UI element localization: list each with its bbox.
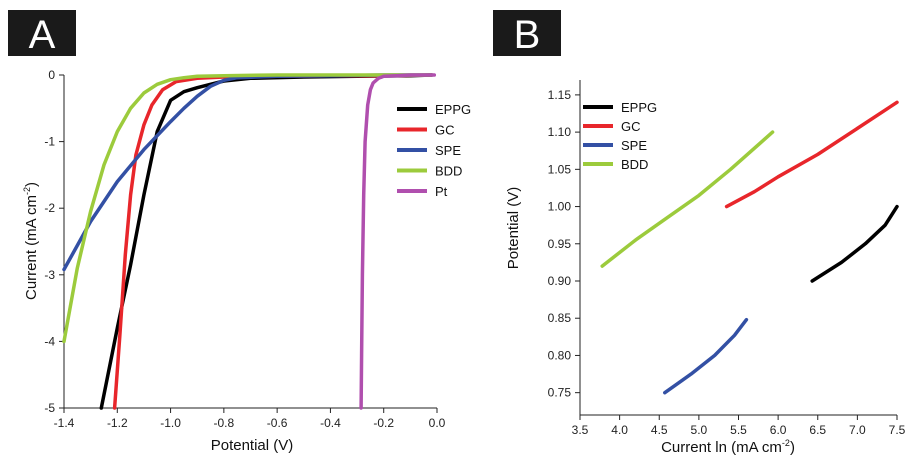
chartA-x-tick-label: -0.4 (320, 416, 341, 430)
chartA-x-tick-label: -0.8 (214, 416, 235, 430)
chartB-legend-label-gc: GC (621, 119, 641, 134)
chartB-x-tick-label: 7.5 (889, 423, 906, 437)
chart-a-axes: -1.4 -1.2 -1.0 -0.8 -0.6 -0.4 -0.2 0.0 0 -1 -2 -3 -4… (44, 68, 445, 430)
chartB-x-tick-label: 4.5 (651, 423, 668, 437)
chartB-y-tick-label: 0.80 (548, 348, 572, 362)
chartA-legend-label-bdd: BDD (435, 164, 462, 179)
panel-b-badge: B (493, 10, 561, 57)
chart-a: -1.4 -1.2 -1.0 -0.8 -0.6 -0.4 -0.2 0.0 0 -1 -2 -3 -4… (22, 68, 471, 454)
chartA-y-tick-label: 0 (48, 68, 55, 82)
chart-b-x-axis-title: Current ln (mA cm-2) (661, 438, 795, 456)
chart-b-axes: 3.5 4.0 4.5 5.0 5.5 6.0 6.5 7.0 7.5 0.75 0.80 0.85 0… (548, 80, 906, 437)
chartA-series-pt-line (359, 73, 437, 410)
chartA-y-tick-label: -3 (44, 268, 55, 282)
chart-b: 3.5 4.0 4.5 5.0 5.5 6.0 6.5 7.0 7.5 0.75 0.80 0.85 0… (505, 80, 906, 456)
chartA-series-gc-line (112, 73, 434, 410)
chartA-x-tick-label: -1.0 (160, 416, 181, 430)
chartA-x-tick-label: -1.2 (107, 416, 128, 430)
chartA-x-tick-label: -0.6 (267, 416, 288, 430)
chart-b-series (600, 100, 899, 395)
chartB-y-tick-label: 1.15 (548, 88, 572, 102)
chartA-legend-label-spe: SPE (435, 143, 461, 158)
chart-b-y-axis-title: Potential (V) (505, 187, 522, 270)
chart-a-x-axis-title: Potential (V) (211, 437, 294, 454)
chartA-series-spe-line (62, 73, 434, 272)
chartB-y-tick-label: 1.10 (548, 125, 572, 139)
chartB-series-eppg-line (810, 204, 899, 283)
chartB-y-tick-label: 0.75 (548, 386, 572, 400)
chartB-y-tick-label: 0.90 (548, 274, 572, 288)
chartA-legend-label-gc: GC (435, 123, 455, 138)
chartB-x-tick-label: 6.0 (770, 423, 787, 437)
chartB-series-bdd-line (600, 130, 775, 268)
chartB-x-tick-label: 6.5 (809, 423, 826, 437)
chartB-x-tick-label: 7.0 (849, 423, 866, 437)
chart-a-y-axis-title: Current (mA cm-2) (22, 182, 40, 300)
chartA-y-tick-label: -4 (44, 334, 55, 348)
chartA-y-tick-label: -2 (44, 201, 55, 215)
chartA-x-tick-label: -0.2 (373, 416, 394, 430)
chartB-y-tick-label: 0.85 (548, 311, 572, 325)
chartB-legend-label-eppg: EPPG (621, 100, 657, 115)
chartB-y-tick-label: 1.00 (548, 200, 572, 214)
chart-a-series (62, 73, 437, 410)
chartB-x-tick-label: 4.0 (611, 423, 628, 437)
chartA-legend-label-eppg: EPPG (435, 102, 471, 117)
chartA-legend-label-pt: Pt (435, 184, 448, 199)
panel-b-label: B (514, 13, 541, 57)
chartB-y-tick-label: 0.95 (548, 237, 572, 251)
chartA-y-tick-label: -5 (44, 401, 55, 415)
chartB-series-spe-line (663, 317, 749, 395)
chartB-x-tick-label: 5.5 (730, 423, 747, 437)
chartB-legend-label-bdd: BDD (621, 157, 648, 172)
chartB-legend-label-spe: SPE (621, 138, 647, 153)
panel-a-label: A (29, 13, 56, 57)
chartA-y-tick-label: -1 (44, 135, 55, 149)
chart-b-legend: EPPG GC SPE BDD (583, 100, 657, 172)
chartA-series-eppg-line (99, 73, 434, 410)
panel-a-badge: A (8, 10, 76, 57)
chartB-series-gc-line (724, 100, 899, 209)
chartA-x-tick-label: 0.0 (429, 416, 446, 430)
chartA-series-bdd-line (62, 73, 434, 344)
chart-a-legend: EPPG GC SPE BDD Pt (397, 102, 471, 199)
chartB-x-tick-label: 3.5 (572, 423, 589, 437)
chartA-x-tick-label: -1.4 (54, 416, 75, 430)
chartB-x-tick-label: 5.0 (691, 423, 708, 437)
chartB-y-tick-label: 1.05 (548, 162, 572, 176)
